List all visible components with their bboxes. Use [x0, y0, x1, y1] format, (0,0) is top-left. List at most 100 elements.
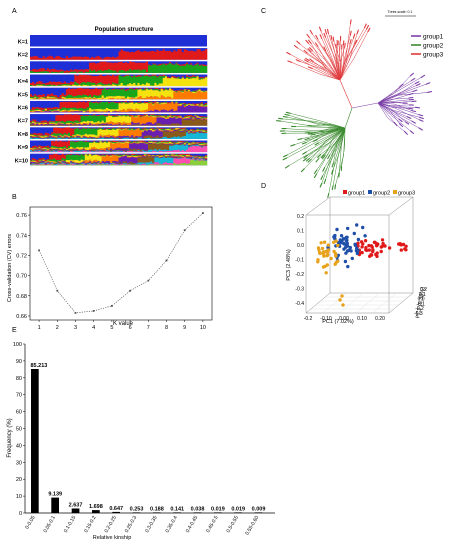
admixture-segment — [63, 159, 67, 162]
admixture-segment — [192, 131, 195, 133]
admixture-segment — [65, 120, 69, 123]
admixture-segment — [131, 84, 134, 87]
admixture-segment — [84, 74, 88, 83]
admixture-segment — [84, 136, 88, 138]
admixture-segment — [181, 87, 185, 90]
admixture-segment — [177, 114, 180, 116]
admixture-segment — [53, 96, 56, 98]
admixture-segment — [145, 124, 149, 126]
admixture-segment — [70, 101, 73, 102]
admixture-segment — [129, 48, 132, 53]
admixture-segment — [194, 48, 197, 52]
admixture-segment — [65, 134, 69, 136]
admixture-segment — [177, 118, 180, 124]
admixture-segment — [65, 163, 69, 165]
admixture-segment — [190, 92, 193, 100]
admixture-segment — [107, 137, 111, 139]
admixture-segment — [34, 110, 37, 111]
admixture-segment — [110, 154, 113, 156]
admixture-segment — [51, 71, 54, 73]
admixture-segment — [196, 75, 199, 77]
admixture-segment — [93, 101, 96, 104]
admixture-segment — [61, 115, 65, 121]
admixture-segment — [42, 162, 46, 163]
admixture-segment — [67, 94, 71, 98]
admixture-segment — [89, 102, 92, 109]
admixture-segment — [65, 70, 69, 73]
admixture-segment — [194, 65, 197, 73]
admixture-segment — [124, 87, 128, 90]
admixture-segment — [110, 62, 113, 71]
admixture-segment — [36, 140, 39, 147]
tree-tip — [304, 59, 309, 63]
pca-point — [379, 245, 383, 249]
admixture-segment — [91, 153, 94, 155]
admixture-segment — [131, 121, 134, 125]
admixture-segment — [158, 91, 161, 98]
admixture-segment — [185, 130, 189, 132]
admixture-segment — [57, 61, 60, 71]
admixture-segment — [53, 87, 56, 95]
admixture-segment — [154, 116, 157, 123]
admixture-segment — [36, 148, 39, 150]
admixture-segment — [120, 129, 124, 131]
admixture-segment — [86, 95, 90, 98]
admixture-segment — [196, 101, 199, 104]
pca-point — [360, 245, 364, 249]
tree-tip — [305, 157, 310, 162]
admixture-segment — [192, 93, 195, 100]
tree-branch — [377, 101, 404, 104]
pca-point — [342, 247, 346, 251]
admixture-segment — [173, 128, 176, 130]
admixture-segment — [63, 96, 67, 98]
admixture-segment — [158, 128, 161, 130]
admixture-segment — [76, 151, 79, 152]
admixture-segment — [188, 116, 191, 117]
admixture-segment — [162, 144, 166, 150]
admixture-segment — [141, 101, 145, 103]
admixture-segment — [181, 136, 185, 139]
admixture-segment — [38, 109, 41, 112]
admixture-segment — [91, 115, 94, 116]
admixture-segment — [181, 92, 185, 100]
admixture-segment — [169, 114, 172, 116]
admixture-segment — [198, 129, 201, 131]
admixture-segment — [154, 115, 157, 117]
admixture-segment — [72, 140, 75, 142]
admixture-segment — [166, 115, 170, 117]
tree-tip — [312, 139, 318, 142]
admixture-segment — [40, 127, 43, 134]
admixture-segment — [122, 164, 126, 166]
tree-branch — [310, 43, 341, 81]
admixture-segment — [95, 127, 98, 129]
admixture-segment — [120, 74, 124, 77]
admixture-segment — [44, 71, 48, 73]
admixture-segment — [65, 55, 69, 60]
admixture-segment — [91, 150, 94, 151]
admixture-segment — [181, 48, 185, 53]
admixture-segment — [44, 132, 48, 136]
admixture-segment — [204, 101, 208, 104]
admixture-segment — [160, 117, 164, 125]
admixture-segment — [34, 137, 37, 139]
admixture-segment — [76, 134, 79, 136]
admixture-segment — [122, 98, 126, 100]
tree-branch — [338, 40, 341, 81]
admixture-segment — [148, 156, 151, 163]
admixture-segment — [74, 136, 77, 138]
admixture-segment — [89, 111, 92, 113]
tree-tip — [302, 151, 307, 155]
admixture-segment — [181, 104, 185, 113]
tree-tip — [313, 169, 318, 174]
admixture-segment — [93, 161, 96, 163]
admixture-segment — [44, 147, 48, 149]
admixture-segment — [148, 140, 151, 142]
admixture-segment — [53, 71, 56, 73]
admixture-segment — [36, 146, 39, 149]
admixture-segment — [78, 124, 81, 126]
structure-row: K=8 — [18, 127, 208, 139]
tree-branch — [377, 102, 411, 132]
admixture-segment — [156, 140, 159, 142]
admixture-segment — [118, 101, 121, 102]
